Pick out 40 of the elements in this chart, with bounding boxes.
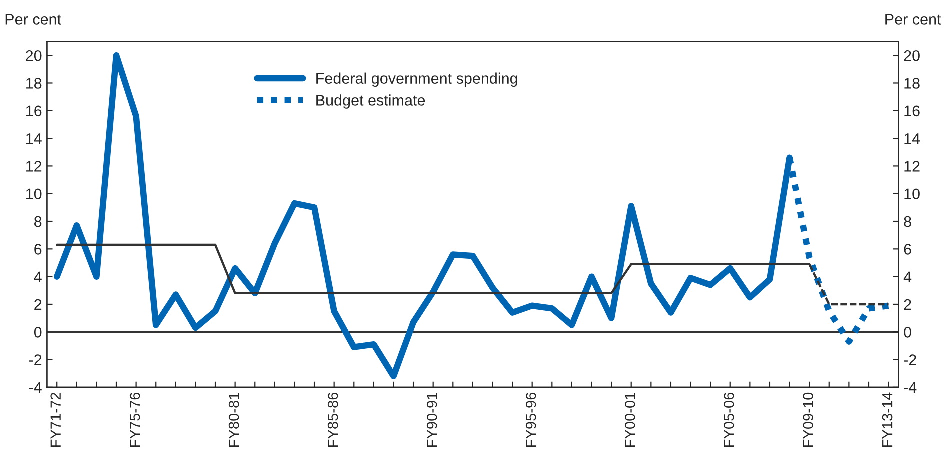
- y2-tick-label: 18: [904, 78, 920, 89]
- y-tick-label: 0: [34, 327, 42, 338]
- y-tick-label: 6: [34, 244, 42, 255]
- y-tick-label: 12: [26, 161, 42, 172]
- y2-tick-label: 2: [904, 299, 912, 310]
- y-tick-label: 8: [34, 216, 42, 228]
- y2-tick-label: -4: [904, 382, 917, 393]
- x-tick-label: FY13-14: [882, 392, 893, 448]
- y2-tick-label: 4: [904, 272, 912, 282]
- y-tick-label: -2: [29, 354, 42, 366]
- x-tick-label: FY85-86: [328, 392, 338, 448]
- x-tick-label: FY80-81: [228, 393, 240, 448]
- y-tick-label: 4: [34, 272, 42, 282]
- y2-tick-label: 16: [904, 106, 920, 117]
- y-axis-title: Per cent: [6, 14, 62, 25]
- x-tick-label: FY95-96: [526, 392, 536, 448]
- y2-tick-label: 6: [904, 244, 912, 255]
- y2-tick-label: 14: [904, 134, 920, 144]
- y-tick-label: 20: [26, 50, 42, 62]
- y2-tick-label: -2: [904, 354, 916, 366]
- y2-tick-label: 10: [904, 188, 920, 200]
- x-tick-label: FY75-76: [130, 392, 140, 448]
- y2-tick-label: 20: [904, 50, 920, 62]
- y-tick-label: 10: [26, 188, 42, 200]
- legend-label: Budget estimate: [316, 94, 426, 109]
- y-tick-label: 14: [26, 134, 42, 144]
- y2-axis-title: Per cent: [886, 14, 942, 25]
- y2-tick-label: 0: [904, 327, 912, 338]
- y-tick-label: 2: [34, 299, 42, 310]
- x-tick-label: FY05-06: [724, 392, 734, 448]
- x-tick-label: FY71-72: [50, 393, 61, 448]
- legend-label: Federal government spending: [316, 72, 518, 88]
- y2-tick-label: 8: [904, 216, 912, 228]
- y-tick-label: 18: [26, 78, 42, 89]
- x-tick-label: FY00-01: [624, 393, 636, 448]
- y-tick-label: 16: [26, 106, 42, 117]
- x-tick-label: FY90-91: [426, 393, 438, 448]
- x-tick-label: FY09-10: [803, 392, 814, 448]
- y2-tick-label: 12: [904, 161, 920, 172]
- y-tick-label: -4: [29, 382, 42, 393]
